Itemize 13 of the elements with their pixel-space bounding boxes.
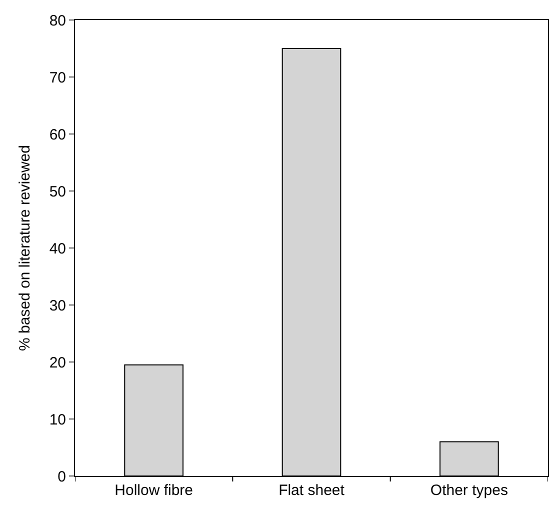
y-tick-label: 50 (49, 183, 66, 200)
y-tick-label: 0 (58, 468, 66, 486)
x-tick-label: Other types (430, 482, 508, 499)
y-tick-label: 40 (49, 240, 66, 258)
y-tick-label: 20 (49, 354, 66, 372)
y-tick-label: 60 (49, 126, 66, 144)
y-tick-label: 70 (49, 69, 66, 86)
y-axis-title: % based on literature reviewed (16, 145, 34, 351)
x-tick-label: Hollow fibre (114, 482, 194, 499)
y-tick-label: 10 (49, 411, 66, 428)
y-tick-label: 80 (49, 12, 66, 30)
x-tick-label: Flat sheet (278, 482, 346, 499)
y-tick-label: 30 (49, 297, 66, 314)
